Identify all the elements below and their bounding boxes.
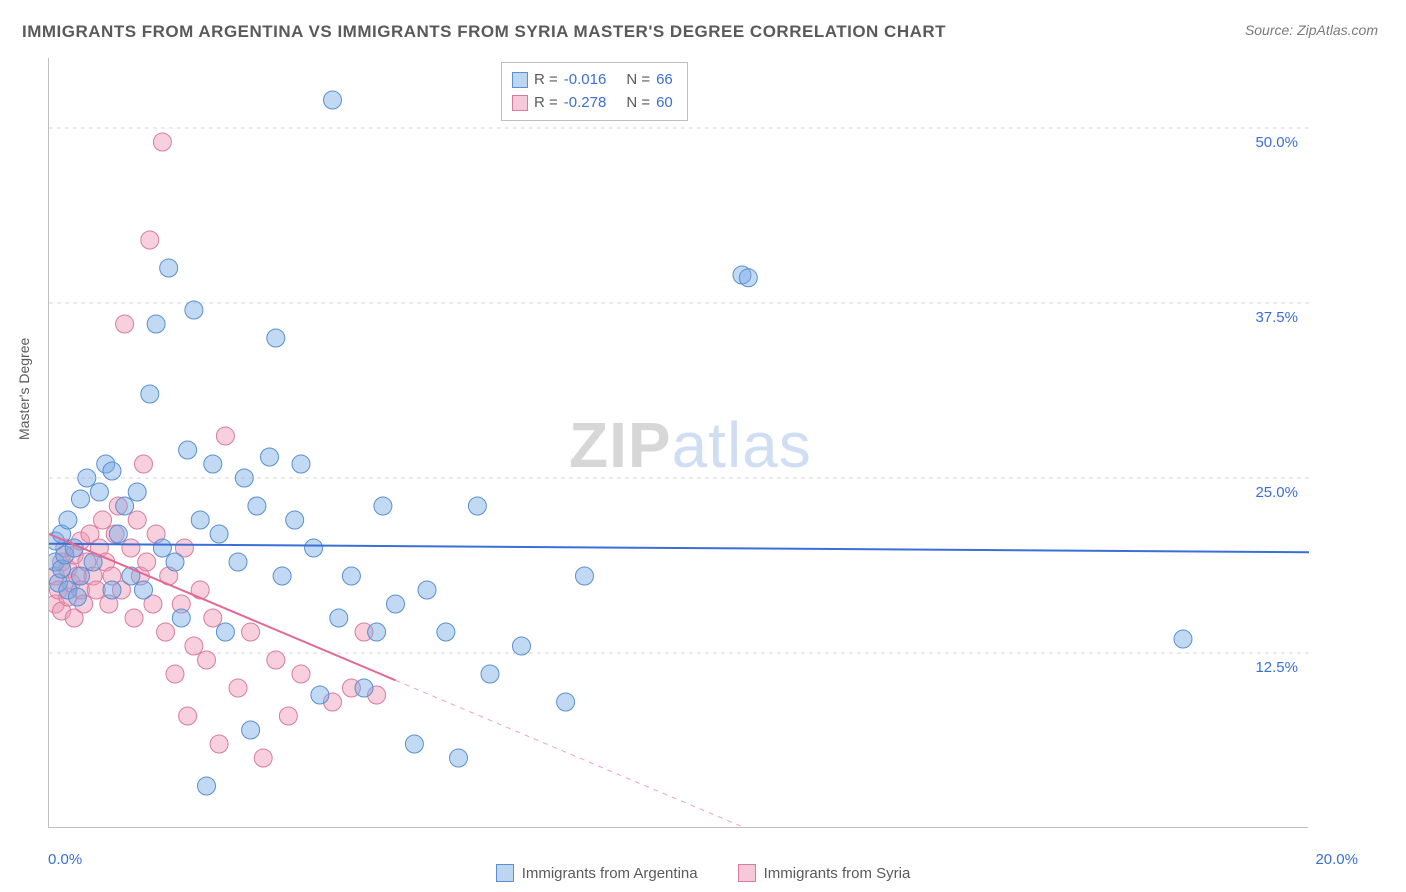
- legend-item-argentina: Immigrants from Argentina: [496, 864, 698, 882]
- y-gridline-label: 25.0%: [1255, 484, 1298, 501]
- swatch-syria: [738, 864, 756, 882]
- corr-row-syria: R = -0.278 N = 60: [512, 92, 673, 115]
- corr-r-label: R =: [534, 92, 558, 115]
- corr-row-argentina: R = -0.016 N = 66: [512, 69, 673, 92]
- legend-item-syria: Immigrants from Syria: [738, 864, 911, 882]
- y-axis-label: Master's Degree: [16, 338, 32, 440]
- source-label: Source:: [1245, 22, 1297, 38]
- legend-label-argentina: Immigrants from Argentina: [522, 865, 698, 882]
- corr-swatch-argentina: [512, 72, 528, 88]
- corr-r-value-syria: -0.278: [564, 92, 607, 115]
- y-gridline-label: 37.5%: [1255, 309, 1298, 326]
- legend-label-syria: Immigrants from Syria: [764, 865, 911, 882]
- corr-r-label: R =: [534, 69, 558, 92]
- x-axis-max-label: 20.0%: [1315, 851, 1358, 868]
- y-gridline-label: 12.5%: [1255, 659, 1298, 676]
- scatter-plot-area: ZIPatlas R =-0.016N =66R =-0.278N =60 12…: [48, 58, 1308, 828]
- corr-r-value-argentina: -0.016: [564, 69, 607, 92]
- source-value: ZipAtlas.com: [1297, 22, 1378, 38]
- plot-svg: [49, 58, 1309, 828]
- bottom-legend: 0.0% Immigrants from Argentina Immigrant…: [0, 864, 1406, 882]
- source-attribution: Source: ZipAtlas.com: [1245, 22, 1378, 38]
- chart-title: IMMIGRANTS FROM ARGENTINA VS IMMIGRANTS …: [22, 22, 946, 42]
- y-gridline-label: 50.0%: [1255, 134, 1298, 151]
- corr-n-label: N =: [626, 92, 650, 115]
- corr-n-value-argentina: 66: [656, 69, 673, 92]
- corr-n-value-syria: 60: [656, 92, 673, 115]
- corr-n-label: N =: [626, 69, 650, 92]
- x-axis-min-label: 0.0%: [48, 851, 82, 868]
- correlation-legend-box: R = -0.016 N = 66 R = -0.278 N = 60: [501, 62, 688, 121]
- swatch-argentina: [496, 864, 514, 882]
- corr-swatch-syria: [512, 95, 528, 111]
